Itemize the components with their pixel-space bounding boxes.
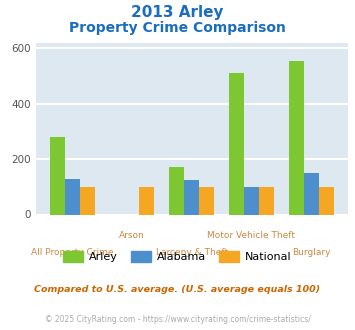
Legend: Arley, Alabama, National: Arley, Alabama, National (59, 247, 296, 267)
Bar (244, 187, 259, 214)
Text: Compared to U.S. average. (U.S. average equals 100): Compared to U.S. average. (U.S. average … (34, 285, 321, 294)
Bar (65, 179, 80, 214)
Bar (289, 61, 304, 214)
Text: © 2025 CityRating.com - https://www.cityrating.com/crime-statistics/: © 2025 CityRating.com - https://www.city… (45, 315, 310, 324)
Bar (184, 180, 199, 214)
Text: 2013 Arley: 2013 Arley (131, 5, 224, 20)
Bar (199, 187, 214, 214)
Text: Property Crime Comparison: Property Crime Comparison (69, 21, 286, 35)
Text: Arson: Arson (119, 231, 145, 240)
Bar (304, 173, 319, 214)
Bar (50, 137, 65, 214)
Text: Burglary: Burglary (292, 248, 331, 257)
Text: Motor Vehicle Theft: Motor Vehicle Theft (207, 231, 295, 240)
Bar (259, 187, 274, 214)
Bar (140, 187, 154, 214)
Bar (319, 187, 334, 214)
Bar (169, 167, 184, 214)
Text: Larceny & Theft: Larceny & Theft (155, 248, 228, 257)
Bar (80, 187, 94, 214)
Bar (229, 73, 244, 214)
Text: All Property Crime: All Property Crime (31, 248, 113, 257)
